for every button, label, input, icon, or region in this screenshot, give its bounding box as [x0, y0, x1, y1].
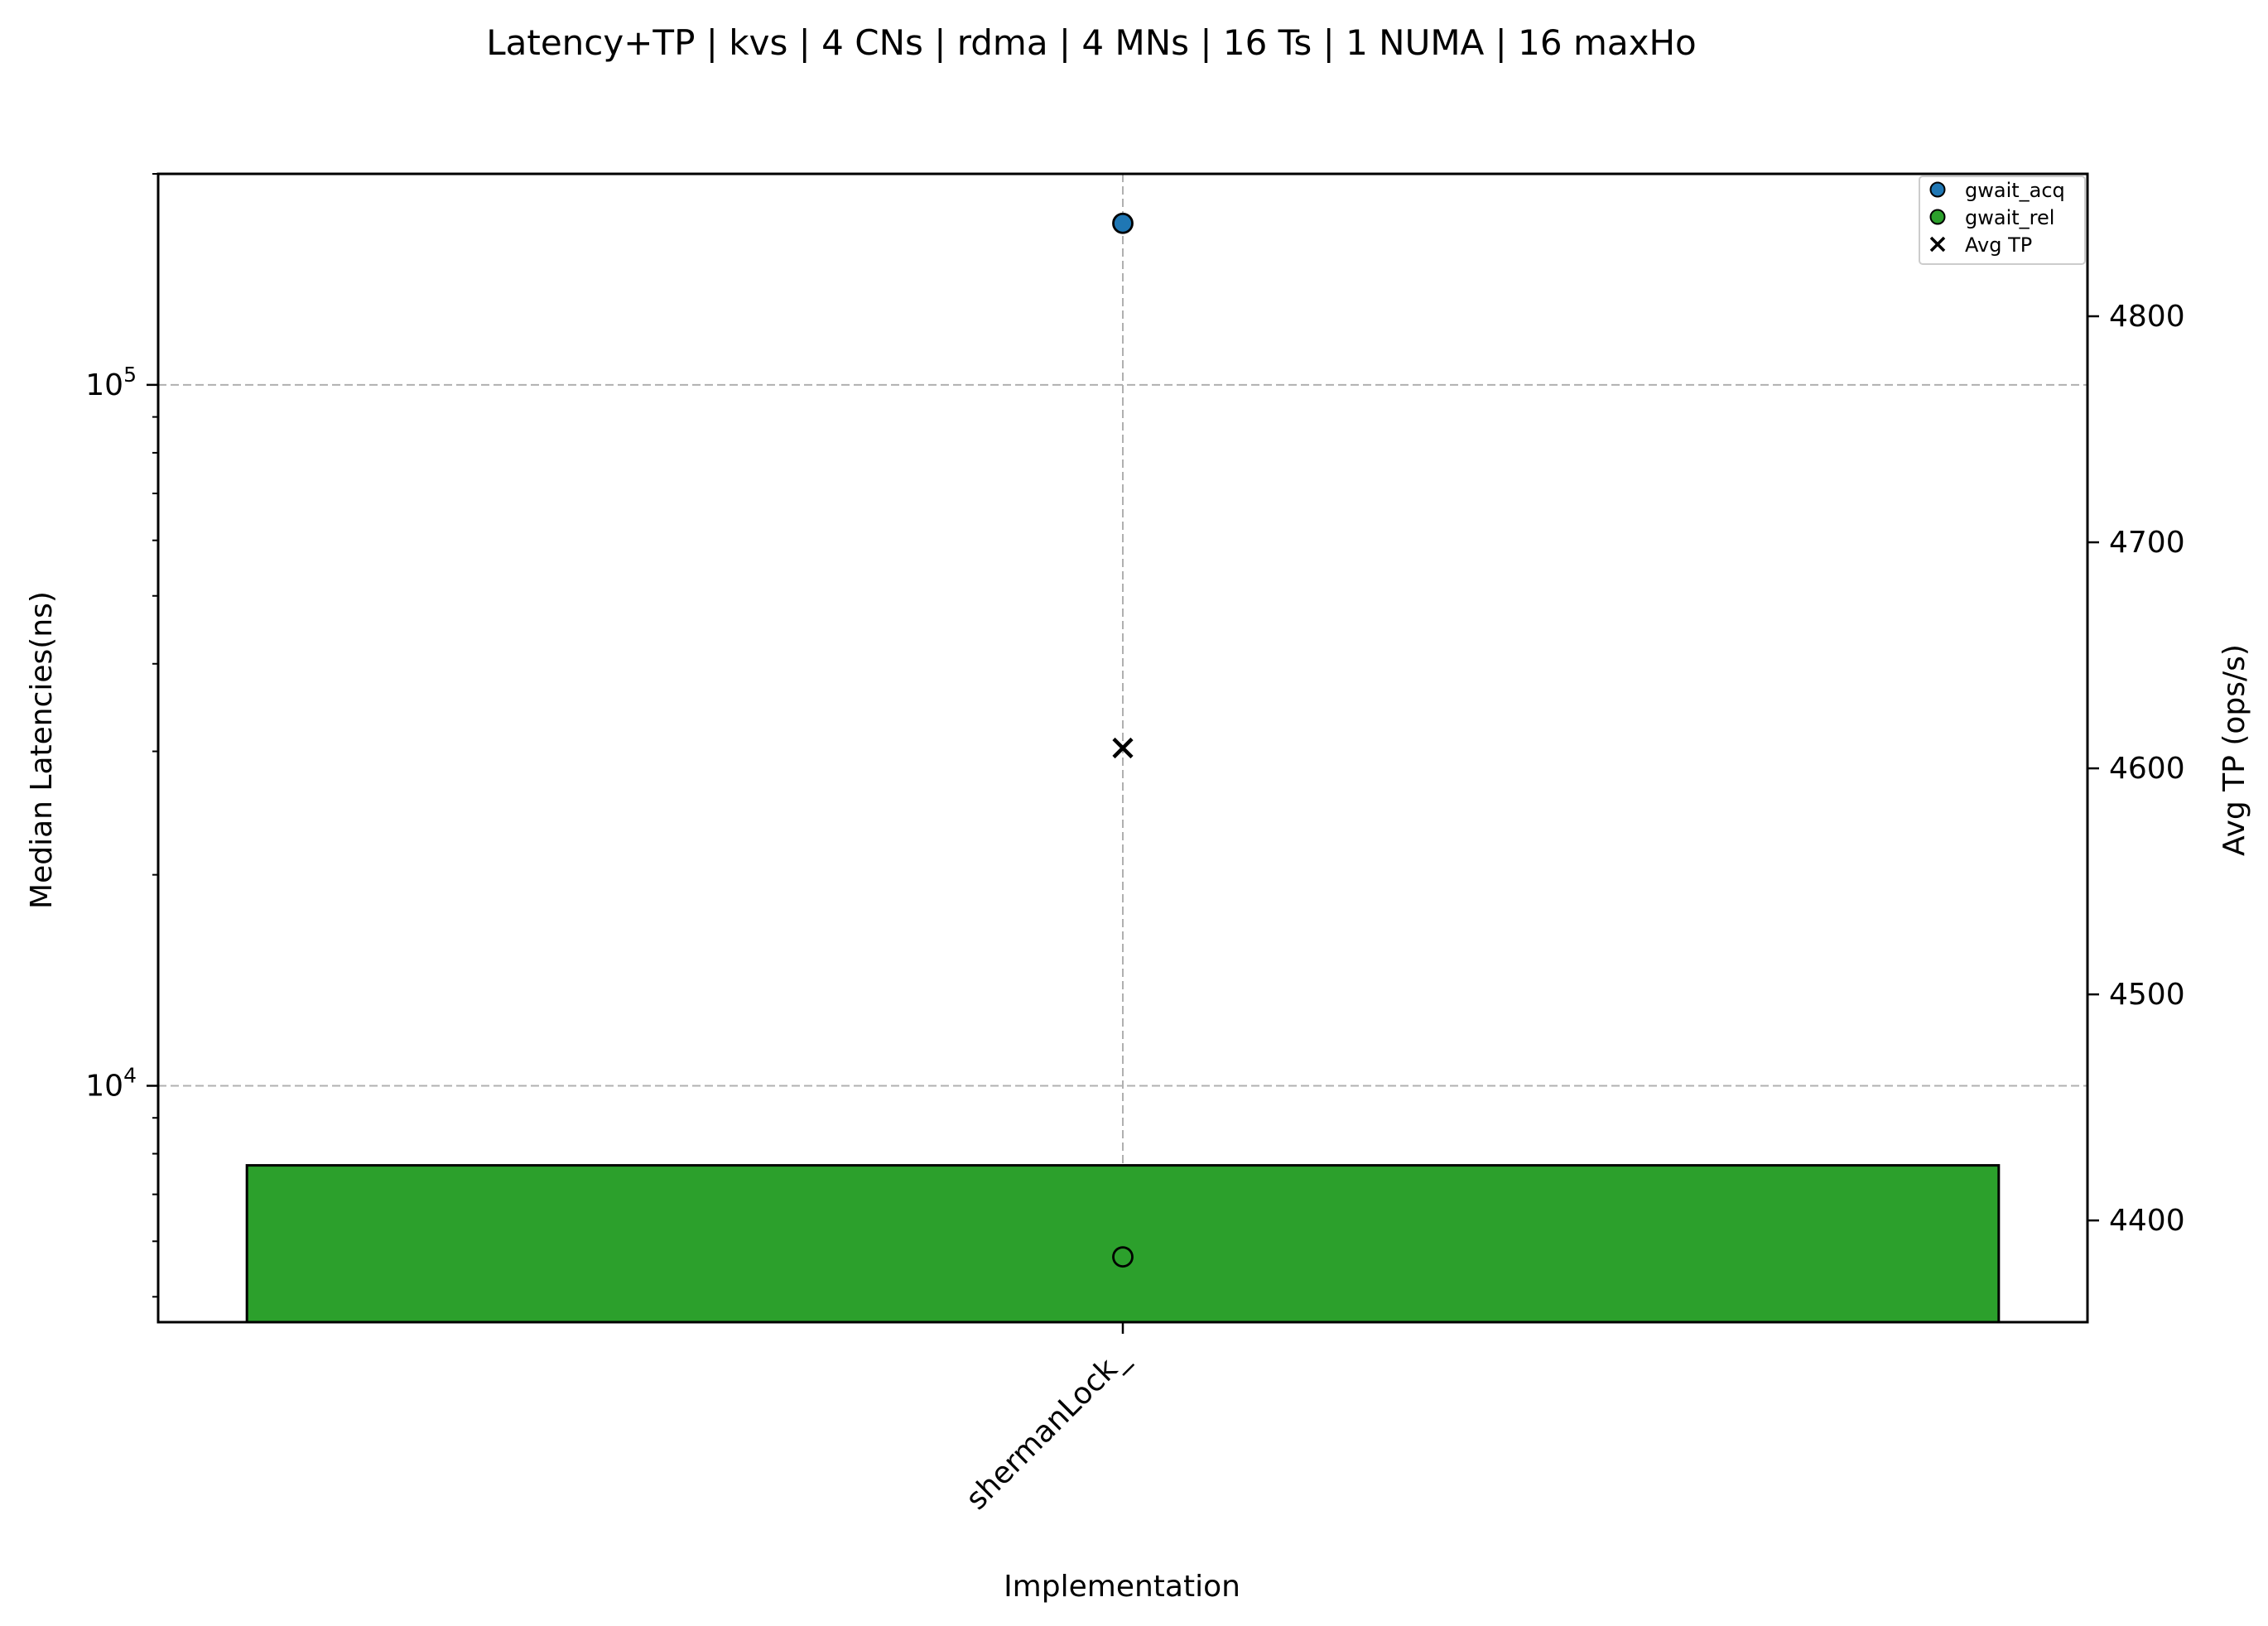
y2-tick-label: 4700 [2109, 526, 2185, 560]
legend-item: gwait_acq [1929, 179, 2065, 202]
right-axis: 4400 4500 4600 4700 4800 [2087, 300, 2185, 1238]
x-tick-label: shermanLock_ [960, 1341, 1135, 1517]
chart-title: Latency+TP | kvs | 4 CNs | rdma | 4 MNs … [486, 22, 1697, 63]
y-tick-label: 105 [85, 363, 137, 402]
point-avg-tp [1112, 737, 1134, 759]
left-axis: 104 105 [85, 173, 158, 1298]
legend-box [1919, 176, 2086, 265]
y2-axis-label: Avg TP (ops/s) [2217, 644, 2251, 856]
y2-tick-label: 4600 [2109, 752, 2185, 786]
legend-label: gwait_acq [1965, 179, 2065, 202]
legend-item: gwait_rel [1929, 206, 2054, 229]
x-axis-label: Implementation [1004, 1570, 1240, 1604]
legend-marker [1929, 181, 1946, 198]
legend-label: Avg TP [1965, 233, 2032, 257]
legend-item: Avg TP [1929, 233, 2032, 257]
y-tick-label: 104 [85, 1063, 137, 1103]
y-axis-label: Median Latencies(ns) [25, 591, 59, 909]
point-gwait_acq [1112, 212, 1134, 234]
bar-shermanLock_ [245, 1164, 2001, 1324]
point-gwait_rel [1112, 1246, 1134, 1268]
y2-tick-label: 4800 [2109, 300, 2185, 334]
legend-label: gwait_rel [1965, 206, 2054, 229]
bars [245, 1164, 2001, 1324]
y2-tick-label: 4400 [2109, 1204, 2185, 1238]
x-axis: shermanLock_ [960, 1322, 1135, 1517]
y2-tick-label: 4500 [2109, 978, 2185, 1012]
legend: gwait_acq gwait_rel Avg TP [1919, 176, 2086, 265]
points [1112, 212, 1134, 1268]
legend-marker [1929, 236, 1946, 253]
legend-marker [1929, 209, 1946, 225]
